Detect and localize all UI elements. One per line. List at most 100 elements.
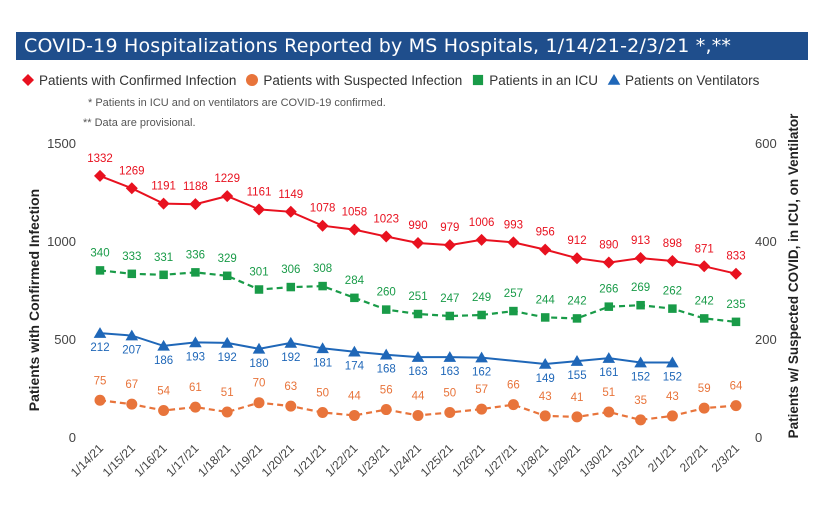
data-point: [413, 309, 423, 319]
data-point: [316, 342, 329, 354]
data-point: [666, 410, 678, 422]
data-point: [475, 351, 488, 363]
x-tick-label: 1/26/21: [450, 441, 488, 479]
data-point: [94, 394, 106, 406]
data-label: 44: [348, 390, 361, 402]
data-label: 266: [599, 284, 618, 296]
legend-item: Patients with Confirmed Infection: [20, 72, 236, 88]
data-label: 956: [536, 227, 555, 239]
data-label: 192: [281, 352, 300, 364]
data-label: 152: [663, 372, 682, 384]
data-point: [252, 342, 266, 354]
data-label: 50: [316, 388, 329, 400]
data-label: 833: [726, 251, 745, 263]
data-point: [540, 313, 550, 322]
y-tick-label: 500: [54, 332, 76, 347]
data-label: 306: [281, 264, 300, 276]
legend-marker-shape: [607, 74, 621, 85]
data-label: 155: [567, 370, 586, 382]
data-point: [127, 269, 137, 279]
data-point: [159, 270, 168, 280]
data-point: [602, 256, 615, 269]
data-point: [316, 219, 329, 232]
data-point: [634, 356, 647, 368]
data-point: [191, 268, 200, 277]
data-label: 871: [695, 243, 714, 255]
data-label: 63: [284, 381, 297, 393]
data-label: 913: [631, 235, 650, 247]
y-tick-label: 1000: [47, 234, 76, 249]
data-label: 212: [90, 342, 109, 354]
legend-marker-shape: [22, 74, 34, 86]
data-label: 1269: [119, 165, 145, 177]
legend-label: Patients with Confirmed Infection: [39, 72, 237, 88]
x-tick-label: 1/21/21: [291, 441, 329, 479]
series-diamond: 1332 1269 1191 1188 1229 1161 1149 1078 1058 1023…: [87, 153, 746, 280]
chart-title: COVID-19 Hospitalizations Reported by MS…: [24, 35, 732, 57]
x-tick-label: 1/18/21: [195, 441, 233, 479]
data-label: 168: [377, 364, 396, 376]
note-icu-ventilators: * Patients in ICU and on ventilators are…: [88, 97, 386, 109]
data-label: 890: [599, 240, 618, 252]
data-point: [380, 230, 393, 243]
data-label: 301: [249, 267, 268, 279]
x-tick-label: 1/30/21: [577, 441, 615, 479]
data-label: 192: [218, 352, 237, 364]
x-tick-label: 1/25/21: [418, 441, 456, 479]
y2-tick-label: 0: [755, 430, 762, 445]
data-point: [509, 306, 518, 316]
data-point: [318, 281, 327, 291]
data-label: 54: [157, 386, 170, 398]
data-point: [284, 336, 298, 348]
data-point: [317, 407, 329, 418]
legend-label: Patients on Ventilators: [625, 72, 760, 88]
y-tick-label: 0: [69, 430, 76, 445]
data-point: [411, 351, 425, 362]
data-label: 308: [313, 263, 332, 275]
series-triangle: 212 207 186 193 192 180 192 181 174 168 163 163 162 1…: [90, 327, 682, 385]
data-label: 1332: [87, 153, 113, 165]
data-label: 59: [698, 383, 711, 395]
data-label: 1229: [214, 173, 240, 185]
legend-item: Patients on Ventilators: [606, 72, 759, 88]
x-tick-label: 1/29/21: [545, 441, 583, 479]
data-label: 244: [536, 294, 556, 306]
series-circle: 75 67 54 61 51 70 63 50 44 56 44 50 57 66 43 41 51 35 43 59…: [94, 375, 743, 426]
data-point: [284, 205, 297, 218]
y2-tick-label: 200: [755, 332, 777, 347]
data-label: 993: [504, 219, 523, 231]
data-label: 174: [345, 361, 365, 373]
data-point: [95, 266, 105, 275]
data-label: 43: [666, 391, 679, 403]
data-point: [730, 400, 742, 412]
data-label: 242: [695, 295, 714, 307]
data-point: [539, 410, 551, 422]
y-tick-label: 1500: [47, 136, 76, 151]
data-point: [380, 404, 392, 416]
series-square: 340 333 331 336 329 301 306 308 284 260 251 247 249 2…: [90, 247, 746, 327]
legend-label: Patients in an ICU: [489, 72, 599, 88]
x-tick-label: 1/14/21: [68, 441, 106, 479]
data-label: 340: [90, 247, 109, 259]
data-label: 1078: [310, 203, 336, 215]
data-point: [348, 345, 361, 357]
data-point: [571, 411, 583, 423]
data-label: 242: [567, 295, 586, 307]
data-point: [539, 243, 552, 256]
data-point: [222, 271, 232, 281]
data-label: 152: [631, 372, 650, 384]
data-point: [348, 223, 361, 236]
data-point: [350, 293, 359, 303]
data-label: 990: [408, 220, 427, 232]
data-label: 50: [443, 388, 456, 400]
data-label: 235: [726, 299, 745, 311]
data-label: 64: [730, 381, 743, 393]
data-label: 260: [377, 287, 396, 299]
legend-marker-triangle: [607, 74, 621, 85]
data-point: [571, 252, 583, 265]
data-point: [635, 414, 647, 426]
data-point: [666, 356, 679, 368]
x-tick-label: 1/28/21: [513, 441, 551, 479]
data-label: 251: [408, 291, 427, 303]
data-point: [699, 314, 709, 323]
